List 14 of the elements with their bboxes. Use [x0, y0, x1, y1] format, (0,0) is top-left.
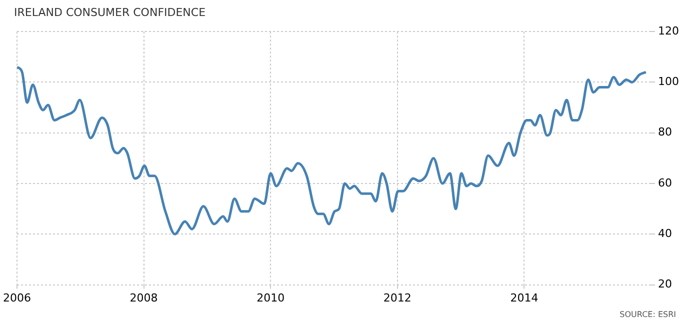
chart-title: IRELAND CONSUMER CONFIDENCE: [14, 6, 206, 19]
x-tick-label: 2008: [130, 291, 158, 304]
y-tick-label: 100: [658, 75, 680, 88]
x-tick-label: 2010: [256, 291, 285, 304]
source-note: SOURCE: ESRI: [620, 310, 676, 319]
x-tick-label: 2012: [383, 291, 412, 304]
line-series: [16, 66, 648, 236]
y-tick-label: 20: [658, 278, 672, 291]
y-tick-label: 40: [658, 227, 672, 240]
y-tick-label: 60: [658, 176, 672, 190]
y-tick-label: 120: [658, 24, 680, 38]
y-tick-label: 80: [658, 126, 672, 139]
x-tick-label: 2014: [510, 291, 538, 304]
x-tick-label: 2006: [2, 291, 31, 304]
